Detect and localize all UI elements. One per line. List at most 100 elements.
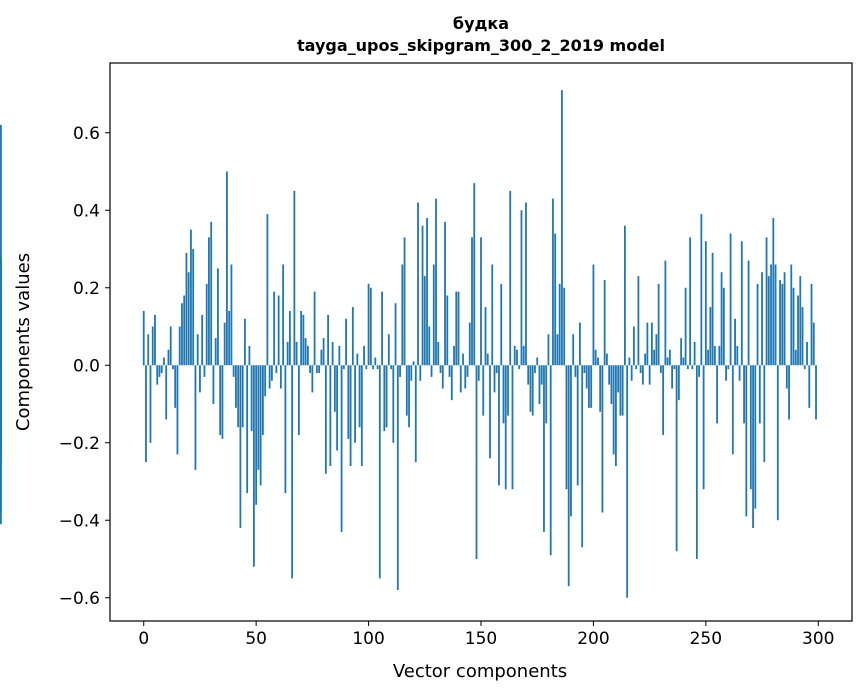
y-tick-label: 0.6 (73, 124, 100, 144)
bar (601, 365, 604, 513)
bar (219, 365, 222, 435)
bar (347, 365, 350, 439)
bar (502, 365, 505, 424)
x-tick-label: 100 (352, 629, 384, 649)
bar (390, 365, 392, 370)
bar (612, 365, 615, 455)
bar (812, 322, 815, 366)
bar (552, 198, 554, 366)
bar (540, 365, 543, 385)
bar (646, 322, 649, 366)
bar (594, 349, 597, 366)
bar (554, 233, 557, 366)
bar (0, 365, 2, 459)
bar (597, 357, 599, 366)
bar (149, 365, 152, 443)
bar (520, 210, 523, 366)
bar (637, 276, 640, 366)
bar (169, 326, 172, 366)
bar (270, 365, 273, 381)
bar (291, 365, 294, 579)
bar (758, 365, 761, 424)
x-tick-label: 0 (138, 629, 149, 649)
bar (756, 283, 759, 366)
bar (160, 365, 163, 373)
bar (511, 365, 514, 490)
bar (358, 365, 361, 428)
chart-title: будка (453, 14, 509, 33)
bar (430, 365, 433, 377)
bar (250, 365, 253, 432)
x-tick-label: 200 (577, 629, 609, 649)
bar (815, 365, 817, 420)
chart-subtitle: tayga_upos_skipgram_300_2_2019 model (297, 36, 665, 55)
bar (585, 365, 588, 389)
x-tick-label: 250 (690, 629, 722, 649)
bar (178, 326, 181, 366)
bar (403, 237, 406, 366)
bar (331, 342, 334, 366)
bar (311, 365, 314, 393)
bar (277, 295, 280, 366)
bar (471, 237, 473, 366)
bar (286, 342, 289, 366)
bar (288, 311, 291, 366)
bar (212, 365, 215, 404)
bar (228, 311, 231, 366)
bar (214, 338, 217, 366)
bar (666, 357, 669, 366)
bar (558, 283, 561, 366)
bar (151, 326, 154, 366)
bar (765, 237, 768, 366)
bar (615, 365, 617, 466)
bar (684, 287, 687, 366)
bar (356, 353, 359, 366)
bar (329, 365, 332, 466)
y-tick-label: 0.0 (73, 356, 100, 376)
bar (199, 365, 201, 393)
x-axis-label: Vector components (393, 661, 567, 682)
bar (731, 365, 734, 455)
bar (0, 125, 2, 366)
bar (466, 365, 469, 377)
bar (482, 365, 485, 416)
bar (792, 287, 795, 366)
bar (264, 365, 267, 397)
bar (738, 365, 741, 381)
bar (567, 365, 570, 587)
bar (770, 264, 772, 366)
bar (297, 365, 300, 435)
bar (489, 365, 491, 459)
bar (387, 334, 390, 366)
bar (534, 365, 536, 373)
bar (376, 365, 379, 370)
bar (740, 241, 743, 366)
y-tick-label: 0.4 (73, 201, 100, 221)
bar (677, 365, 680, 401)
bar (351, 307, 354, 366)
bar (522, 345, 525, 366)
bar (716, 365, 718, 424)
bar (221, 365, 224, 439)
bar (158, 365, 161, 377)
bar (392, 365, 395, 443)
bars-group (0, 90, 817, 598)
bar (650, 322, 653, 366)
bar (401, 264, 404, 366)
bar (545, 365, 548, 424)
bar (639, 365, 642, 373)
y-tick-label: 0.2 (73, 279, 100, 299)
bar (704, 241, 707, 366)
y-tick-label: −0.4 (59, 511, 100, 531)
bar (722, 287, 725, 366)
bar (763, 365, 766, 463)
bar (444, 221, 446, 366)
bar (421, 225, 424, 366)
bar (516, 349, 518, 366)
bar (417, 202, 419, 366)
bar (154, 314, 156, 366)
bar (507, 365, 509, 416)
bar (657, 283, 660, 366)
bar (572, 334, 575, 366)
bar (659, 365, 662, 373)
